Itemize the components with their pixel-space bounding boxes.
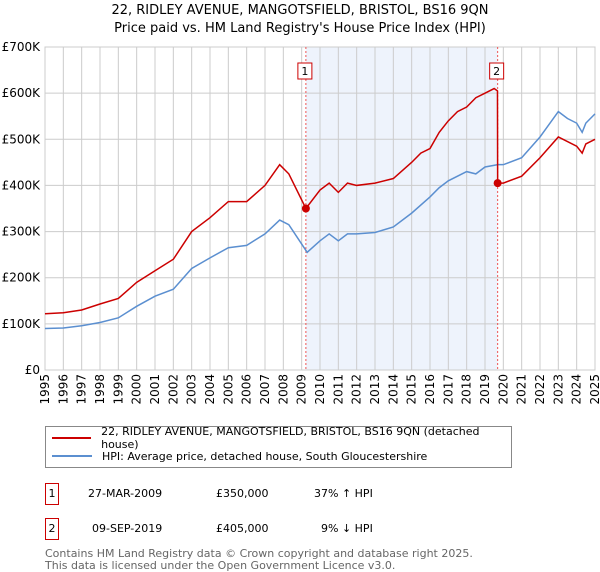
transaction-date: 09-SEP-2019	[92, 522, 163, 535]
x-tick-label: 2009	[295, 374, 309, 405]
price-chart: £0 £100K £200K £300K £400K £500K £600K £700K 199…	[2, 40, 600, 405]
x-tick-label: 2020	[496, 374, 510, 405]
legend-item-hpi: HPI: Average price, detached house, Sout…	[52, 448, 427, 464]
y-tick-label: £0	[25, 363, 40, 377]
x-tick-label: 2023	[551, 374, 565, 405]
chart-title: 22, RIDLEY AVENUE, MANGOTSFIELD, BRISTOL…	[111, 3, 489, 18]
x-tick-label: 1997	[75, 374, 89, 405]
legend-label: 22, RIDLEY AVENUE, MANGOTSFIELD, BRISTOL…	[101, 425, 480, 451]
x-tick-label: 2013	[368, 374, 382, 405]
x-tick-label: 2018	[460, 374, 474, 405]
x-tick-label: 2019	[478, 374, 492, 405]
x-tick-label: 2017	[441, 374, 455, 405]
sale-label-box	[297, 62, 313, 80]
x-tick-label: 2005	[221, 374, 235, 405]
chart-subtitle: Price paid vs. HM Land Registry's House …	[114, 21, 486, 36]
transaction-price: £405,000	[216, 522, 269, 535]
legend-item-property: 22, RIDLEY AVENUE, MANGOTSFIELD, BRISTOL…	[52, 425, 511, 451]
transaction-badge: 1	[45, 483, 59, 505]
x-tick-label: 2024	[570, 374, 584, 405]
x-tick-label: 2001	[148, 374, 162, 405]
x-tick-label: 2012	[350, 374, 364, 405]
x-tick-label: 2016	[423, 374, 437, 405]
y-tick-label: £500K	[2, 132, 42, 146]
y-tick-label: £600K	[2, 86, 42, 100]
shaded-period	[305, 47, 498, 370]
x-tick-label: 2004	[203, 374, 217, 405]
y-tick-label: £400K	[2, 178, 42, 192]
x-tick-label: 2002	[166, 374, 180, 405]
y-tick-label: £100K	[2, 317, 42, 331]
x-tick-label: 1998	[93, 374, 107, 405]
x-tick-label: 2021	[515, 374, 529, 405]
x-tick-label: 2022	[533, 374, 547, 405]
x-tick-label: 2011	[331, 374, 345, 405]
transaction-row: 2 09-SEP-2019 £405,000 9% ↓ HPI	[45, 518, 545, 540]
x-tick-label: 1995	[38, 374, 52, 405]
y-tick-label: £200K	[2, 271, 42, 285]
x-tick-label: 2025	[588, 374, 600, 405]
footer-line-1: Contains HM Land Registry data © Crown c…	[45, 547, 473, 560]
x-tick-label: 2003	[185, 374, 199, 405]
series-line	[44, 87, 596, 315]
x-tick-label: 1999	[111, 374, 125, 405]
transaction-hpi: 37% ↑ HPI	[314, 487, 373, 500]
transaction-date: 27-MAR-2009	[88, 487, 163, 500]
transaction-row: 1 27-MAR-2009 £350,000 37% ↑ HPI	[45, 483, 545, 505]
sale-label-box	[489, 62, 505, 80]
transaction-price: £350,000	[216, 487, 269, 500]
series-line	[44, 110, 596, 330]
y-tick-label: £300K	[2, 225, 42, 239]
plot-frame	[44, 46, 596, 371]
x-tick-label: 2015	[405, 374, 419, 405]
x-tick-label: 2010	[313, 374, 327, 405]
footer-line-2: This data is licensed under the Open Gov…	[45, 559, 396, 572]
sale-point	[493, 179, 502, 188]
legend: 22, RIDLEY AVENUE, MANGOTSFIELD, BRISTOL…	[45, 425, 512, 468]
x-tick-label: 1996	[56, 374, 70, 405]
x-tick-label: 2008	[276, 374, 290, 405]
legend-swatch	[52, 437, 92, 439]
x-tick-label: 2000	[130, 374, 144, 405]
sale-label: 2	[493, 65, 500, 78]
sale-label: 1	[301, 65, 308, 78]
x-tick-label: 2014	[386, 374, 400, 405]
legend-swatch	[52, 455, 92, 457]
transaction-badge: 2	[45, 518, 59, 540]
x-tick-label: 2006	[240, 374, 254, 405]
sale-point	[301, 204, 310, 213]
transaction-hpi: 9% ↓ HPI	[321, 522, 373, 535]
x-tick-label: 2007	[258, 374, 272, 405]
y-tick-label: £700K	[2, 40, 42, 54]
legend-label: HPI: Average price, detached house, Sout…	[102, 449, 428, 463]
